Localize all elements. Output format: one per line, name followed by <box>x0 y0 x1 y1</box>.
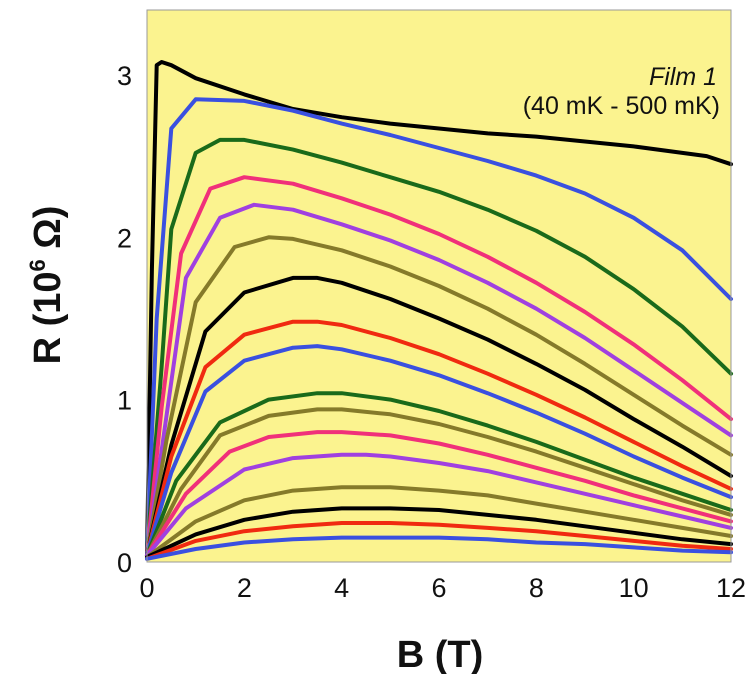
series-line-13 <box>145 452 733 558</box>
series-line-17 <box>145 535 733 561</box>
series-line-16 <box>145 521 733 561</box>
y-axis-title: R (106 Ω) <box>25 206 69 365</box>
x-tick-label: 6 <box>431 573 446 603</box>
y-tick-label: 2 <box>117 223 132 253</box>
y-tick-label: 3 <box>117 61 132 91</box>
x-tick-label: 2 <box>237 573 252 603</box>
y-tick-label: 1 <box>117 386 132 416</box>
series-line-7 <box>145 275 733 556</box>
series-line-6 <box>145 235 733 556</box>
series-line-9 <box>145 344 733 556</box>
x-tick-label: 4 <box>334 573 349 603</box>
y-axis-title-unit: Ω) <box>27 206 69 260</box>
plot-frame <box>146 9 732 563</box>
series-line-2 <box>145 97 733 555</box>
series-line-1 <box>145 60 733 555</box>
series-line-4 <box>145 175 733 556</box>
x-axis-title: B (T) <box>397 634 484 674</box>
y-axis-title-main: R (10 <box>27 272 69 365</box>
series-line-5 <box>145 202 733 556</box>
series-line-12 <box>145 430 733 558</box>
series-line-15 <box>145 506 733 560</box>
series-line-14 <box>145 485 733 560</box>
annotation-temperature-range: (40 mK - 500 mK) <box>523 92 720 120</box>
series-line-10 <box>145 391 733 558</box>
x-tick-label: 12 <box>716 573 746 603</box>
y-axis-title-exponent: 6 <box>25 259 50 271</box>
series-line-11 <box>145 407 733 558</box>
x-tick-label: 0 <box>139 573 154 603</box>
x-tick-label: 10 <box>619 573 649 603</box>
annotation-film: Film 1 <box>649 63 717 91</box>
series-line-8 <box>145 319 733 556</box>
x-tick-label: 8 <box>529 573 544 603</box>
y-tick-label: 0 <box>117 548 132 578</box>
series-layer <box>145 60 733 561</box>
series-line-3 <box>145 137 733 555</box>
